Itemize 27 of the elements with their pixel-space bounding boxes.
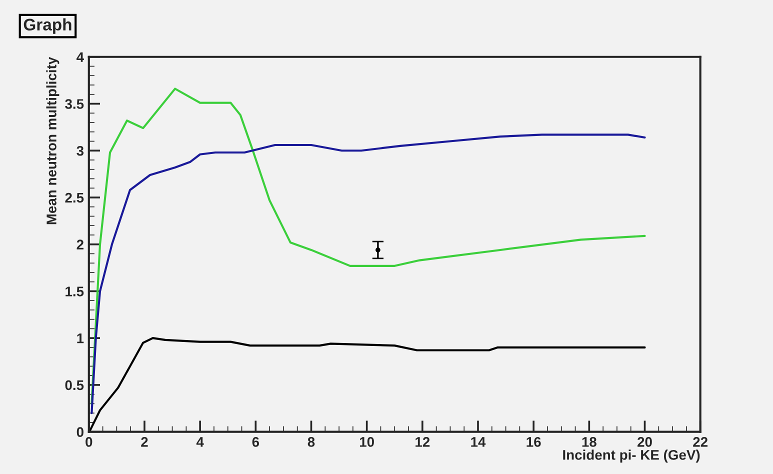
chart-title: Graph: [24, 18, 72, 34]
y-axis-title: Mean neutron multiplicity: [46, 56, 60, 224]
x-tick-label: 18: [582, 437, 596, 447]
x-tick-label: 8: [308, 437, 315, 447]
x-tick-label: 0: [86, 437, 92, 447]
x-tick-label: 22: [693, 437, 708, 447]
y-tick-label: 3.5: [65, 99, 84, 109]
y-tick-label: 1.5: [66, 286, 84, 296]
line-series: [90, 88, 646, 405]
x-axis-title: Incident pi- KE (GeV): [563, 450, 700, 463]
x-tick-label: 14: [471, 437, 486, 447]
x-tick-label: 10: [360, 437, 374, 447]
x-tick-label: 12: [416, 437, 430, 447]
y-tick-label: 2: [76, 240, 84, 250]
line-series: [89, 337, 646, 431]
y-tick-label: 0: [76, 427, 84, 437]
x-tick-label: 4: [196, 437, 204, 447]
x-tick-label: 6: [252, 437, 260, 447]
x-tick-label: 2: [141, 437, 148, 447]
y-tick-label: 3: [76, 146, 84, 156]
x-tick-label: 20: [638, 437, 652, 447]
y-tick-label: 4: [76, 52, 84, 62]
y-tick-label: 2.5: [65, 192, 84, 203]
x-tick-label: 16: [526, 437, 541, 447]
y-tick-label: 1: [77, 334, 84, 344]
line-series: [90, 134, 646, 414]
y-tick-label: 0.5: [65, 380, 84, 390]
